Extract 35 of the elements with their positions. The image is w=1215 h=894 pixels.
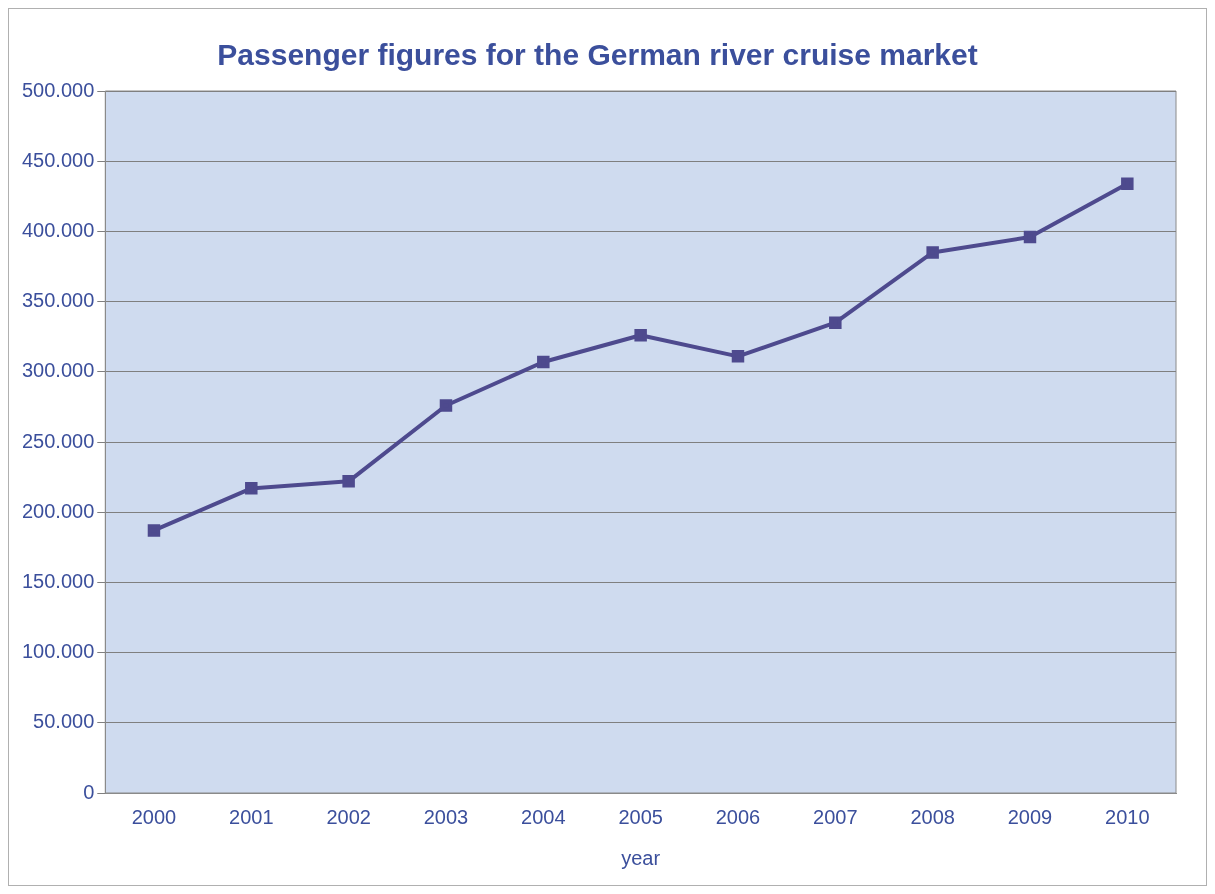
x-tick-label: 2004 <box>521 805 566 828</box>
point <box>829 316 842 329</box>
x-tick-label: 2007 <box>813 805 858 828</box>
y-tick-label: 50.000 <box>33 710 95 733</box>
point <box>926 246 939 259</box>
y-tick-label: 0 <box>83 780 95 803</box>
y-tick-label: 450.000 <box>22 148 95 171</box>
point <box>1121 177 1134 190</box>
x-tick-label: 2005 <box>618 805 663 828</box>
x-axis-title: year <box>621 846 661 869</box>
x-tick-label: 2003 <box>423 805 469 828</box>
point <box>634 329 647 342</box>
x-tick-label: 2008 <box>910 805 955 828</box>
point <box>147 524 161 537</box>
point <box>537 355 550 369</box>
y-tick-label: 100.000 <box>22 640 95 663</box>
y-tick-label: 400.000 <box>22 218 95 241</box>
x-tick-label: 2006 <box>715 805 761 828</box>
x-tick-label: 2000 <box>131 805 177 828</box>
y-tick-label: 250.000 <box>22 429 95 452</box>
x-tick-label: 2009 <box>1007 805 1053 828</box>
point <box>731 350 745 363</box>
point <box>245 482 258 495</box>
y-tick-label: 350.000 <box>22 289 95 312</box>
x-tick-label: 2002 <box>326 805 371 828</box>
point <box>439 399 453 412</box>
x-tick-label: 2001 <box>229 805 274 828</box>
point <box>1023 230 1037 244</box>
x-tick-label: 2010 <box>1105 805 1150 828</box>
y-tick-label: 300.000 <box>22 359 95 382</box>
chart-title: Passenger figures for the German river cruise market <box>217 38 978 72</box>
y-tick-label: 200.000 <box>22 499 95 522</box>
y-tick-label: 500.000 <box>22 78 95 101</box>
y-tick-label: 150.000 <box>22 569 95 592</box>
point <box>342 475 355 488</box>
